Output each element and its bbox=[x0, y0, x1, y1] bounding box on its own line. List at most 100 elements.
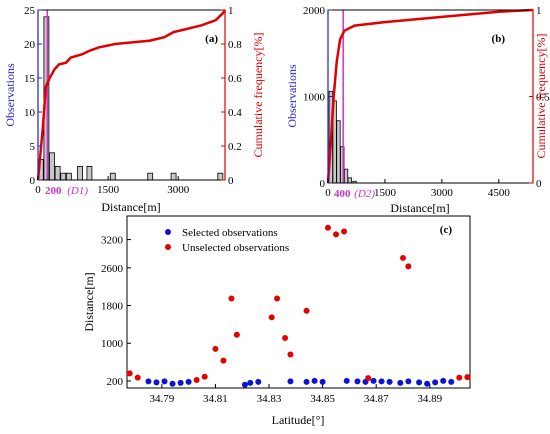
panel-b-xlabel: Distance[m] bbox=[390, 201, 449, 215]
panel-a-frame bbox=[37, 9, 226, 181]
pa-bar bbox=[170, 172, 177, 181]
pc-y-tick-label: 2600 bbox=[101, 263, 124, 275]
unselected-point bbox=[193, 376, 200, 383]
pb-x-tick-label: 0 bbox=[325, 187, 331, 199]
pb-bar bbox=[347, 177, 352, 184]
pa-bar bbox=[77, 165, 83, 181]
pa-bar bbox=[147, 172, 154, 181]
panel-c: 34.79 34.81 34.83 34.85 34.87 34.89 200 1000 18… bbox=[82, 215, 471, 427]
pa-y2-tick-label: 1 bbox=[228, 5, 234, 17]
pa-y-tick-label: 10 bbox=[24, 107, 36, 119]
selected-point bbox=[177, 379, 184, 386]
pa-y-tick-label: 15 bbox=[24, 73, 36, 85]
pc-y-tick-label: 3200 bbox=[101, 235, 124, 247]
pa-y2-tick-label: 0.8 bbox=[228, 39, 242, 51]
pb-bar bbox=[336, 120, 341, 184]
unselected-point bbox=[228, 295, 235, 302]
panel-c-ylabel: Distance[m] bbox=[82, 272, 96, 331]
pa-y-tick-label: 5 bbox=[30, 141, 36, 153]
unselected-point bbox=[212, 345, 219, 352]
selected-point bbox=[153, 379, 160, 386]
panel-c-points bbox=[126, 224, 471, 388]
selected-point bbox=[311, 377, 318, 384]
panel-a-cumulative-line bbox=[36, 9, 227, 181]
pb-y2-tick-label: 1 bbox=[536, 5, 542, 17]
selected-point bbox=[386, 378, 393, 385]
selected-point bbox=[303, 378, 310, 385]
pa-y-tick-label: 20 bbox=[24, 39, 36, 51]
panel-a-y2-ticks: 0 0.2 0.4 0.6 0.8 1 bbox=[221, 5, 242, 187]
unselected-point bbox=[456, 374, 463, 381]
pa-y2-tick-label: 0.6 bbox=[228, 73, 242, 85]
pa-x-tick-label: 3000 bbox=[167, 184, 190, 196]
selected-point bbox=[448, 378, 455, 385]
pb-y-tick-label: 2000 bbox=[303, 5, 326, 17]
selected-point bbox=[354, 378, 361, 385]
panel-b-x-ticks: 0 1500 3000 4500 bbox=[325, 179, 510, 199]
unselected-point bbox=[282, 335, 289, 342]
unselected-point bbox=[126, 370, 133, 377]
panel-c-legend: Selected observations Unselected observa… bbox=[165, 227, 289, 254]
pa-bar bbox=[60, 172, 67, 181]
panel-a-ylabel: Observations bbox=[3, 63, 17, 127]
selected-point bbox=[343, 377, 350, 384]
unselected-point bbox=[341, 228, 348, 235]
pa-y-tick-label: 25 bbox=[24, 5, 36, 17]
selected-point bbox=[432, 379, 439, 386]
legend-unselected-marker bbox=[165, 244, 171, 250]
unselected-point bbox=[201, 373, 208, 380]
pb-x-tick-label: 1500 bbox=[374, 187, 397, 199]
panel-c-xlabel: Latitude[°] bbox=[272, 413, 325, 427]
pc-y-tick-label: 1000 bbox=[101, 338, 124, 350]
pa-y2-tick-label: 0.2 bbox=[228, 141, 242, 153]
panel-b-ylabel: Observations bbox=[285, 64, 299, 128]
unselected-point bbox=[303, 307, 310, 314]
unselected-point bbox=[333, 231, 340, 238]
pa-bar bbox=[49, 152, 55, 181]
unselected-point bbox=[134, 374, 141, 381]
unselected-point bbox=[405, 263, 412, 270]
selected-point bbox=[405, 378, 412, 385]
pc-x-tick-label: 34.81 bbox=[203, 393, 228, 405]
unselected-point bbox=[287, 351, 294, 358]
unselected-point bbox=[220, 357, 227, 364]
pa-bar bbox=[65, 172, 72, 181]
selected-point bbox=[397, 379, 404, 386]
selected-point bbox=[255, 378, 262, 385]
unselected-point bbox=[365, 375, 372, 382]
unselected-point bbox=[268, 314, 275, 321]
unselected-point bbox=[324, 224, 331, 231]
selected-point bbox=[440, 377, 447, 384]
panel-b-y2-ticks: 00.51 bbox=[529, 5, 550, 190]
legend-selected-label: Selected observations bbox=[182, 227, 278, 239]
selected-point bbox=[169, 380, 176, 387]
panel-a-y-ticks: 0 5 10 15 20 25 bbox=[24, 5, 42, 187]
pa-bar bbox=[86, 165, 93, 181]
pa-x-tick-label: 0 bbox=[35, 184, 41, 196]
panel-a-x-ticks: 0 1500 3000 bbox=[35, 176, 190, 196]
pb-y-tick-label: 1000 bbox=[303, 92, 326, 104]
pb-y2-tick-label: 0.5 bbox=[536, 92, 550, 104]
pa-y-tick-label: 0 bbox=[30, 175, 36, 187]
panel-c-label: (c) bbox=[440, 224, 453, 236]
panel-a-y2label: Cumulative frequency[%] bbox=[251, 33, 265, 158]
selected-point bbox=[241, 381, 248, 388]
panel-b-label: (b) bbox=[492, 33, 506, 45]
unselected-point bbox=[464, 374, 471, 381]
pa-y2-tick-label: 0.4 bbox=[228, 107, 242, 119]
pc-y-tick-label: 200 bbox=[107, 376, 124, 388]
pc-x-tick-label: 34.87 bbox=[364, 393, 389, 405]
pa-bar bbox=[109, 172, 116, 181]
panel-a-threshold-annotation: 200 (D1) bbox=[45, 185, 88, 197]
pb-y-tick-label: 0 bbox=[320, 178, 326, 190]
panel-a-label: (a) bbox=[205, 33, 218, 45]
panel-c-x-ticks: 34.79 34.81 34.83 34.85 34.87 34.89 bbox=[149, 384, 443, 405]
pc-x-tick-label: 34.89 bbox=[417, 393, 442, 405]
panel-b-cumulative-line bbox=[326, 8, 534, 184]
pc-x-tick-label: 34.85 bbox=[310, 393, 335, 405]
pb-bar bbox=[343, 168, 349, 184]
selected-point bbox=[378, 378, 385, 385]
pa-x-tick-label: 1500 bbox=[97, 184, 120, 196]
